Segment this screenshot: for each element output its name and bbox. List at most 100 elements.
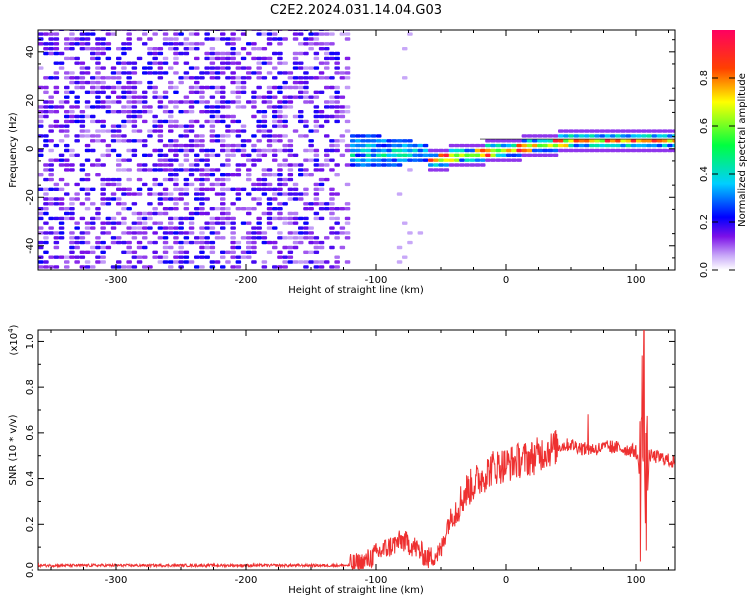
heatmap-cell [266, 37, 273, 41]
heatmap-cell [235, 134, 242, 138]
heatmap-cell [90, 51, 96, 56]
heatmap-cell [303, 119, 309, 124]
heatmap-cell [199, 110, 205, 114]
heatmap-cell [500, 158, 507, 162]
heatmap-cell [121, 158, 127, 162]
heatmap-cell [183, 187, 190, 191]
heatmap-cell [469, 143, 476, 148]
heatmap-cell [615, 129, 621, 133]
heatmap-cell [235, 143, 242, 148]
heatmap-cell [209, 134, 216, 138]
heatmap-cell [324, 260, 330, 264]
heatmap-cell [90, 226, 96, 230]
heatmap-cell [168, 207, 174, 211]
heatmap-cell [43, 240, 49, 245]
heatmap-cell [131, 265, 138, 269]
heatmap-cell [667, 148, 673, 153]
heatmap-cell [199, 182, 205, 187]
heatmap-cell [79, 124, 86, 128]
heatmap-cell [178, 51, 184, 56]
heatmap-cell [261, 61, 268, 65]
heatmap-cell [48, 197, 54, 201]
heatmap-cell [142, 236, 148, 240]
heatmap-cell [344, 56, 351, 61]
heatmap-cell [209, 260, 216, 264]
heatmap-cell [240, 221, 247, 225]
heatmap-cell [194, 85, 200, 90]
heatmap-cell [147, 105, 153, 109]
heatmap-cell [220, 37, 226, 41]
heatmap-cell [324, 32, 330, 36]
heatmap-cell [313, 265, 320, 269]
heatmap-cell [240, 129, 247, 133]
heatmap-cell [79, 163, 86, 167]
heatmap-cell [121, 187, 127, 191]
heatmap-cell [667, 134, 673, 138]
heatmap-cell [256, 216, 262, 221]
heatmap-cell [329, 202, 335, 206]
heatmap-cell [220, 66, 226, 70]
heatmap-cell [136, 216, 143, 221]
heatmap-cell [95, 80, 101, 85]
heatmap-cell [604, 129, 611, 133]
heatmap-cell [183, 153, 190, 157]
heatmap-cell [183, 255, 190, 259]
heatmap-cell [157, 139, 164, 143]
heatmap-cell [298, 51, 304, 56]
heatmap-cell [58, 231, 65, 235]
heatmap-cell [235, 37, 242, 41]
y-tick-label: -40 [25, 238, 36, 254]
heatmap-cell [407, 148, 413, 153]
heatmap-cell [376, 158, 382, 162]
heatmap-cell [178, 226, 184, 230]
heatmap-cell [495, 139, 502, 143]
heatmap-cell [58, 139, 65, 143]
heatmap-cell [339, 226, 346, 230]
heatmap-cell [428, 168, 434, 172]
heatmap-cell [84, 80, 91, 85]
heatmap-cell [313, 168, 320, 172]
heatmap-cell [490, 139, 496, 143]
heatmap-cell [183, 134, 190, 138]
heatmap-cell [157, 134, 164, 138]
heatmap-cell [204, 197, 210, 201]
heatmap-cell [95, 51, 101, 56]
heatmap-cell [365, 139, 372, 143]
y-tick-label: 0.6 [25, 425, 36, 441]
heatmap-cell [69, 90, 75, 94]
heatmap-cell [116, 182, 122, 187]
heatmap-cell [53, 71, 60, 75]
heatmap-cell [173, 187, 179, 191]
heatmap-cell [53, 37, 60, 41]
heatmap-cell [235, 197, 242, 201]
heatmap-cell [225, 187, 231, 191]
heatmap-cell [43, 105, 49, 109]
heatmap-cell [589, 129, 595, 133]
heatmap-cell [329, 211, 335, 216]
heatmap-cell [225, 143, 231, 148]
heatmap-cell [256, 119, 262, 124]
heatmap-cell [220, 114, 226, 119]
heatmap-cell [272, 76, 278, 80]
heatmap-cell [183, 260, 190, 264]
heatmap-cell [303, 260, 309, 264]
heatmap-cell [69, 37, 75, 41]
heatmap-cell [251, 95, 257, 99]
heatmap-cell [552, 143, 559, 148]
heatmap-cell [157, 211, 164, 216]
heatmap-cell [74, 76, 80, 80]
heatmap-cell [235, 148, 242, 153]
heatmap-cell [469, 148, 476, 153]
heatmap-cell [511, 153, 517, 157]
heatmap-cell [558, 143, 564, 148]
heatmap-cell [272, 95, 278, 99]
heatmap-cell [630, 143, 637, 148]
heatmap-cell [79, 66, 86, 70]
heatmap-cell [74, 80, 80, 85]
heatmap-cell [136, 56, 143, 61]
heatmap-cell [235, 90, 242, 94]
heatmap-cell [48, 231, 54, 235]
heatmap-cell [599, 143, 606, 148]
heatmap-cell [266, 42, 273, 46]
heatmap-cell [251, 90, 257, 94]
